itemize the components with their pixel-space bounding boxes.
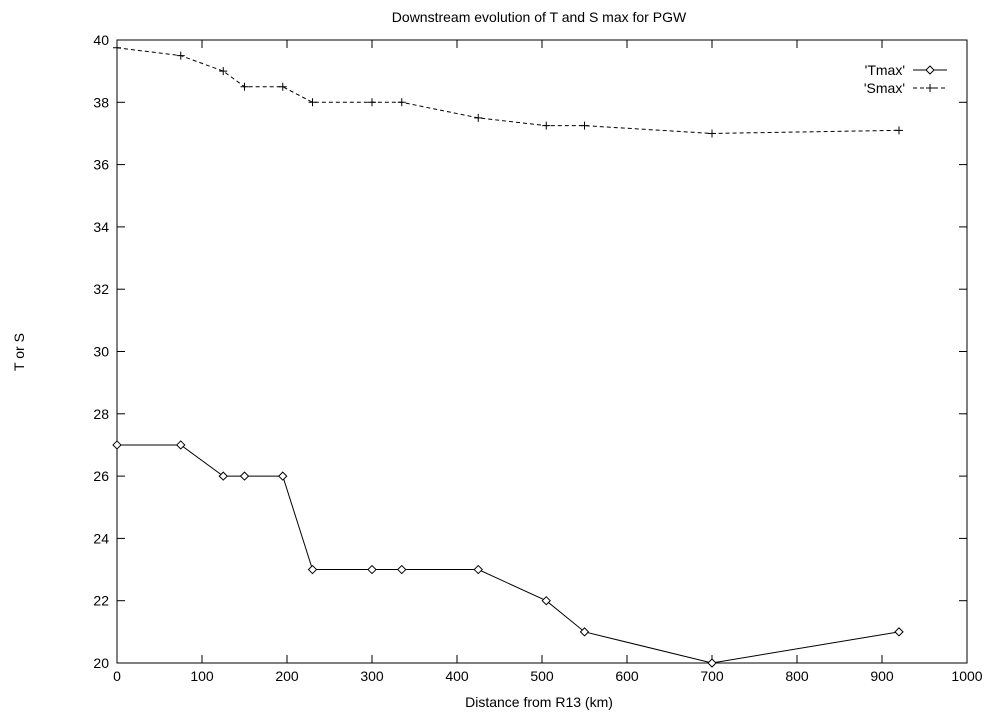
data-point [367,564,377,575]
data-point [368,98,376,107]
data-point [397,564,407,575]
x-tick-label: 800 [785,668,809,684]
series-layer [112,43,904,668]
data-point [176,440,186,450]
series-line [117,444,900,664]
x-tick-label: 500 [530,668,554,684]
x-tick-label: 700 [700,668,724,684]
y-tick-label: 34 [93,219,109,235]
legend-label: 'Smax' [864,80,905,96]
data-point [894,627,904,637]
legend-marker [925,65,935,75]
data-point [474,113,483,122]
data-point [219,67,228,76]
y-axis-title: T or S [11,333,27,371]
data-point [895,126,903,135]
y-tick-label: 40 [93,32,109,48]
data-point [308,98,317,107]
series-plus [113,43,903,138]
data-point [541,595,551,606]
data-point [218,471,228,481]
data-point [239,471,250,481]
legend: 'Tmax' 'Smax' [864,62,947,96]
data-point [473,564,483,575]
y-tick-label: 20 [93,655,109,671]
y-axis: 20 22 24 26 28 30 32 34 36 38 40 [93,32,967,671]
x-tick-label: 600 [615,668,639,684]
y-tick-label: 22 [93,593,109,609]
y-tick-label: 26 [93,468,109,484]
x-tick-label: 0 [113,668,121,684]
data-point [278,471,288,481]
data-point [397,98,406,107]
series-diamond [112,440,904,668]
data-point [542,121,551,130]
x-tick-label: 300 [360,668,384,684]
legend-marker [926,84,934,92]
x-tick-label: 100 [190,668,214,684]
x-tick-label: 400 [445,668,469,684]
x-tick-label: 200 [275,668,299,684]
data-point [307,564,318,575]
y-tick-label: 30 [93,344,109,360]
y-tick-label: 38 [93,94,109,110]
data-point [113,43,121,52]
data-point [707,658,717,668]
x-axis: 0 100 200 300 400 500 600 700 800 900 1000 [113,40,983,684]
data-point [176,51,185,60]
x-tick-label: 1000 [951,668,982,684]
data-point [580,121,589,130]
y-tick-label: 36 [93,157,109,173]
y-tick-label: 28 [93,406,109,422]
data-point [579,627,590,637]
y-tick-label: 24 [93,530,109,546]
x-tick-label: 900 [870,668,894,684]
chart-title: Downstream evolution of T and S max for … [392,9,687,25]
data-point [112,440,122,450]
series-line [116,47,900,134]
x-axis-title: Distance from R13 (km) [465,694,613,710]
plot-frame [116,39,968,664]
data-point [240,82,249,91]
data-point [708,129,716,138]
y-tick-label: 32 [93,281,109,297]
legend-label: 'Tmax' [865,62,905,78]
data-point [278,82,287,91]
